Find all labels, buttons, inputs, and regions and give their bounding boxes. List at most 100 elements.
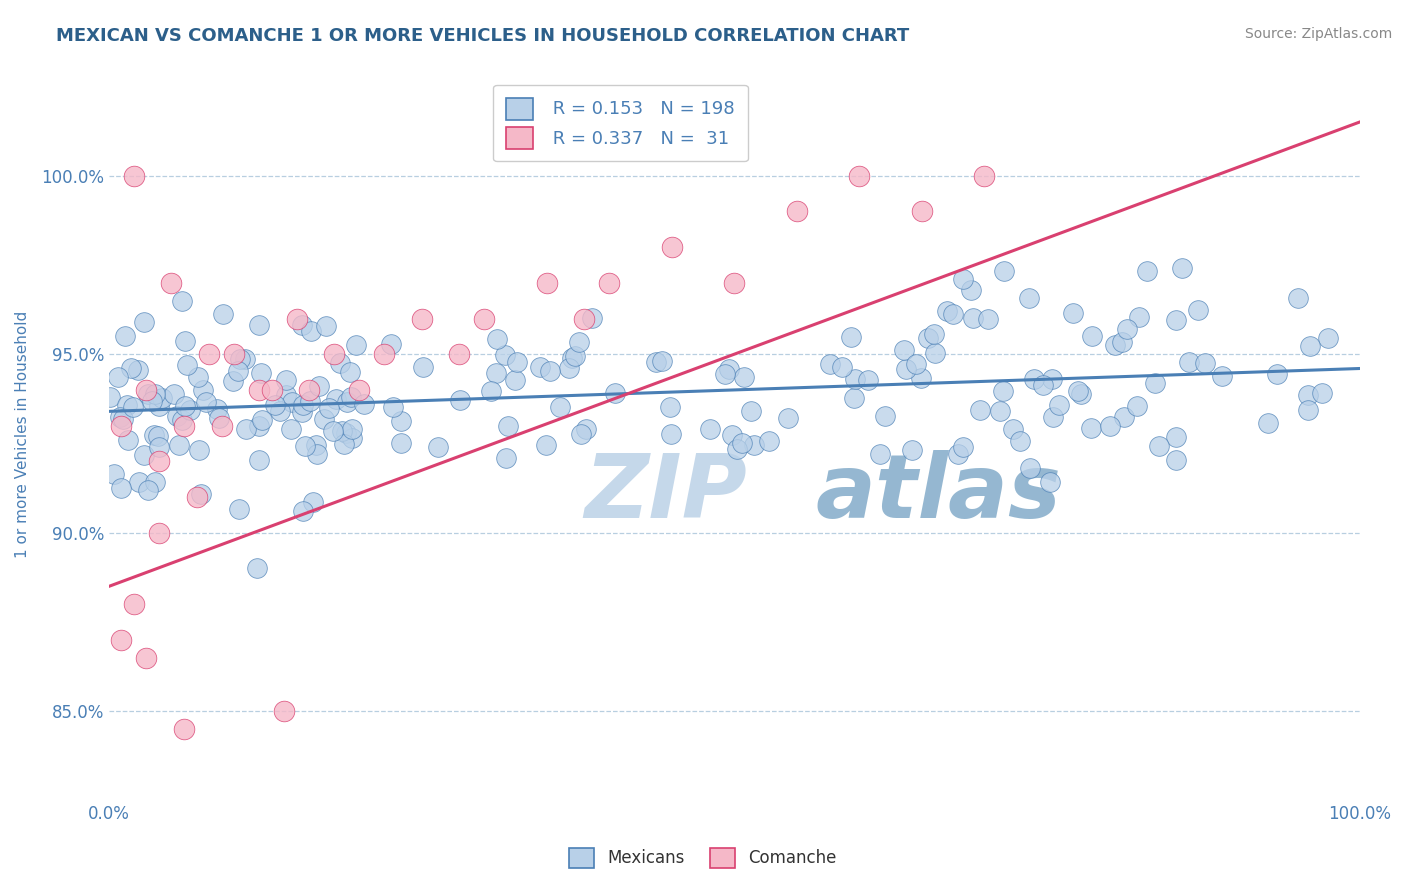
Text: MEXICAN VS COMANCHE 1 OR MORE VEHICLES IN HOUSEHOLD CORRELATION CHART: MEXICAN VS COMANCHE 1 OR MORE VEHICLES I… [56,27,910,45]
Point [1136,264,1159,278]
Point [536,276,558,290]
Point [733,370,755,384]
Point [952,272,974,286]
Point [274,373,297,387]
Point [291,318,314,333]
Point [110,410,132,425]
Point [485,332,508,346]
Point [699,422,721,436]
Point [143,475,166,490]
Point [190,487,212,501]
Point [247,318,270,332]
Point [564,349,586,363]
Point [107,369,129,384]
Point [1310,386,1333,401]
Point [723,276,745,290]
Point [120,360,142,375]
Point [659,400,682,414]
Point [973,169,995,183]
Point [347,383,370,397]
Point [307,447,329,461]
Point [291,398,314,412]
Text: ZIP: ZIP [583,450,747,537]
Point [659,426,682,441]
Point [211,418,233,433]
Point [917,331,939,345]
Point [335,426,357,441]
Point [1164,430,1187,444]
Point [132,315,155,329]
Point [315,319,337,334]
Point [187,369,209,384]
Point [280,422,302,436]
Point [166,409,188,424]
Point [136,483,159,497]
Point [1126,399,1149,413]
Point [150,391,173,405]
Y-axis label: 1 or more Vehicles in Household: 1 or more Vehicles in Household [15,311,30,558]
Point [176,358,198,372]
Point [946,447,969,461]
Point [333,437,356,451]
Point [339,365,361,379]
Point [114,328,136,343]
Point [661,240,683,254]
Point [148,525,170,540]
Point [993,264,1015,278]
Point [758,434,780,448]
Point [1018,460,1040,475]
Point [993,384,1015,398]
Point [952,440,974,454]
Point [136,386,159,401]
Point [98,390,121,404]
Point [187,442,209,457]
Point [141,393,163,408]
Point [135,650,157,665]
Point [1022,372,1045,386]
Point [305,438,328,452]
Point [426,440,449,454]
Point [651,354,673,368]
Point [558,361,581,376]
Point [186,490,208,504]
Point [498,418,520,433]
Point [281,394,304,409]
Point [122,597,145,611]
Point [380,336,402,351]
Point [776,410,799,425]
Point [1257,416,1279,430]
Point [1047,398,1070,412]
Point [318,401,340,416]
Point [148,454,170,468]
Point [581,311,603,326]
Point [340,431,363,445]
Point [1316,331,1339,345]
Point [714,367,737,381]
Point [127,362,149,376]
Point [260,383,283,397]
Point [148,399,170,413]
Point [323,347,346,361]
Point [740,404,762,418]
Point [353,397,375,411]
Point [893,343,915,357]
Point [247,419,270,434]
Point [1099,419,1122,434]
Point [1114,409,1136,424]
Point [246,561,269,575]
Point [391,436,413,450]
Point [598,276,620,290]
Point [173,722,195,736]
Point [449,393,471,408]
Point [170,294,193,309]
Point [529,360,551,375]
Point [411,311,433,326]
Point [117,433,139,447]
Point [322,425,344,439]
Point [263,399,285,413]
Point [308,379,330,393]
Point [1008,434,1031,448]
Point [911,204,934,219]
Text: Source: ZipAtlas.com: Source: ZipAtlas.com [1244,27,1392,41]
Point [905,357,928,371]
